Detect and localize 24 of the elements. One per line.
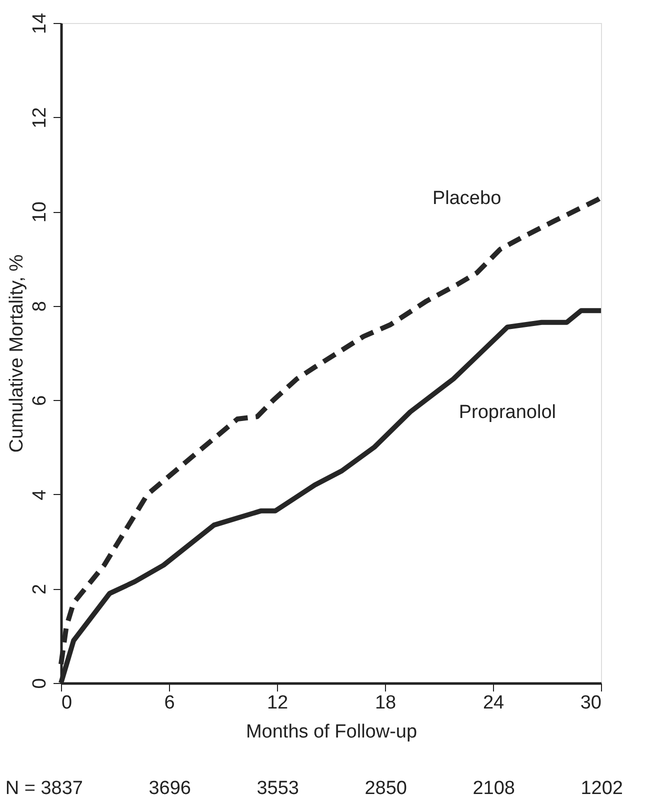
text: 2108 [472, 778, 515, 799]
text: N = 3837 [5, 778, 83, 799]
y-axis-title: Cumulative Mortality, % [6, 254, 28, 453]
text: 3553 [256, 778, 299, 799]
x-tick-label: 30 [580, 692, 602, 714]
series-label: Placebo [432, 188, 502, 209]
y-tick-label: 8 [30, 301, 50, 312]
y-tick-label: 14 [30, 12, 50, 34]
x-tick-label: 18 [374, 692, 396, 714]
x-tick-label: 24 [482, 692, 504, 714]
y-tick-label: 0 [30, 678, 50, 689]
text: 1202 [580, 778, 623, 799]
x-tick-label: 6 [164, 692, 175, 714]
x-tick-label: 0 [62, 692, 72, 714]
y-tick-label: 12 [30, 107, 50, 128]
x-axis-title: Months of Follow-up [246, 722, 418, 742]
text: 2850 [364, 778, 407, 799]
y-tick-label: 6 [30, 395, 50, 406]
x-tick-label: 12 [266, 692, 288, 714]
y-tick-label: 4 [30, 489, 50, 500]
series-label: Propranolol [458, 402, 556, 424]
y-tick-label: 10 [30, 202, 50, 223]
text: 3696 [148, 778, 191, 799]
y-tick-label: 2 [30, 584, 50, 595]
